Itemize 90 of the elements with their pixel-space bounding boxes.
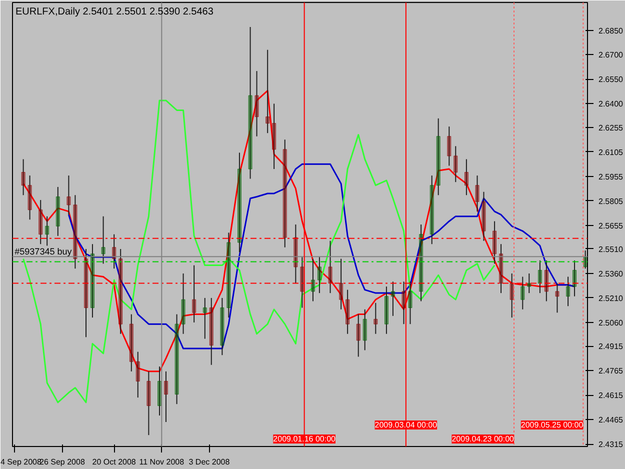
y-tick-label: 2.5955 bbox=[598, 172, 624, 182]
candlestick bbox=[45, 216, 50, 246]
y-tick-label: 2.6700 bbox=[598, 50, 624, 60]
candlestick bbox=[566, 276, 570, 307]
y-tick-label: 2.4915 bbox=[598, 342, 624, 352]
candlestick bbox=[492, 220, 497, 264]
candlestick bbox=[164, 370, 168, 423]
y-tick-label: 2.6850 bbox=[598, 26, 624, 36]
ref-line-label: #5937345 buy bbox=[14, 246, 72, 257]
candlestick bbox=[430, 175, 434, 245]
candlestick bbox=[266, 49, 270, 134]
candlestick bbox=[356, 314, 360, 358]
y-tick-label: 2.5210 bbox=[598, 294, 624, 303]
candlestick bbox=[300, 256, 304, 308]
candlestick bbox=[499, 244, 504, 294]
candlestick bbox=[21, 158, 26, 196]
x-tick-label: 3 Dec 2008 bbox=[188, 458, 230, 466]
y-tick-label: 2.5655 bbox=[598, 221, 624, 230]
candlestick bbox=[129, 314, 134, 372]
y-tick-label: 2.5510 bbox=[598, 244, 624, 254]
candlestick bbox=[112, 234, 116, 270]
candlestick bbox=[408, 281, 412, 325]
candlestick bbox=[174, 314, 179, 405]
y-tick-label: 2.5360 bbox=[598, 269, 624, 278]
y-tick-label: 2.6255 bbox=[598, 123, 624, 132]
candlestick bbox=[118, 248, 123, 334]
x-tick-label: 4 Sep 2008 bbox=[0, 458, 42, 466]
candlestick bbox=[237, 152, 242, 253]
candlestick bbox=[339, 258, 344, 310]
candlestick bbox=[402, 281, 406, 325]
candlestick bbox=[436, 118, 440, 196]
candlestick bbox=[538, 260, 542, 294]
candlestick bbox=[362, 308, 367, 351]
candlestick bbox=[254, 70, 259, 137]
candlestick bbox=[374, 302, 378, 334]
y-tick-label: 2.5805 bbox=[598, 196, 624, 206]
candlestick bbox=[90, 244, 94, 318]
candlestick bbox=[38, 200, 43, 245]
candlestick bbox=[294, 224, 298, 284]
candlestick bbox=[226, 232, 231, 318]
candlestick bbox=[209, 297, 214, 366]
candlestick bbox=[384, 286, 388, 334]
candlestick bbox=[220, 297, 224, 356]
candlestick bbox=[56, 186, 60, 236]
candlestick bbox=[419, 224, 424, 302]
candlestick bbox=[192, 264, 196, 323]
candlestick bbox=[282, 139, 287, 248]
candlestick bbox=[84, 248, 88, 338]
y-tick-label: 2.5060 bbox=[598, 318, 624, 328]
x-tick-label: 11 Nov 2008 bbox=[139, 458, 185, 466]
candlestick bbox=[248, 26, 252, 180]
candlestick bbox=[520, 276, 525, 310]
y-tick-label: 2.4765 bbox=[598, 366, 624, 376]
candlestick bbox=[202, 297, 207, 340]
ref-line-label: 2009.03.04 00:00 bbox=[374, 420, 438, 430]
ref-line-label: 2009.04.23 00:00 bbox=[452, 434, 515, 444]
candlestick bbox=[390, 281, 395, 316]
x-tick-label: 26 Sep 2008 bbox=[40, 458, 86, 466]
candlestick bbox=[454, 146, 458, 183]
candlestick bbox=[181, 272, 186, 334]
candlestick bbox=[482, 191, 486, 242]
candlestick bbox=[73, 194, 78, 270]
candlestick bbox=[328, 240, 332, 294]
y-tick-label: 2.4315 bbox=[598, 440, 624, 450]
candlestick bbox=[28, 175, 32, 220]
x-tick-label: 20 Oct 2008 bbox=[92, 458, 136, 466]
ref-line-label: 2009.01.16 00:00 bbox=[273, 434, 336, 444]
candlestick bbox=[66, 175, 71, 216]
candlestick bbox=[101, 216, 106, 264]
candlestick bbox=[572, 260, 577, 297]
candlestick bbox=[510, 272, 514, 318]
ref-line-label: 2009.05.25 00:00 bbox=[520, 420, 584, 430]
candlestick bbox=[475, 175, 480, 212]
candlestick bbox=[555, 282, 560, 314]
candlestick bbox=[146, 370, 151, 436]
candlestick bbox=[346, 289, 350, 334]
candlestick bbox=[544, 260, 548, 302]
candlestick bbox=[310, 258, 315, 302]
chart-title: EURLFX,Daily 2.5401 2.5501 2.5390 2.5463 bbox=[16, 6, 214, 18]
candlestick bbox=[527, 272, 532, 294]
y-tick-label: 2.6105 bbox=[598, 148, 624, 157]
candlestick bbox=[272, 103, 276, 170]
y-tick-label: 2.6550 bbox=[598, 75, 624, 84]
y-tick-label: 2.4615 bbox=[598, 391, 624, 400]
y-tick-label: 2.4465 bbox=[598, 416, 624, 425]
candlestick bbox=[447, 126, 452, 166]
candlestick bbox=[317, 256, 322, 294]
candlestick bbox=[136, 351, 140, 398]
y-tick-label: 2.6400 bbox=[598, 100, 624, 109]
candlestick bbox=[464, 158, 468, 196]
